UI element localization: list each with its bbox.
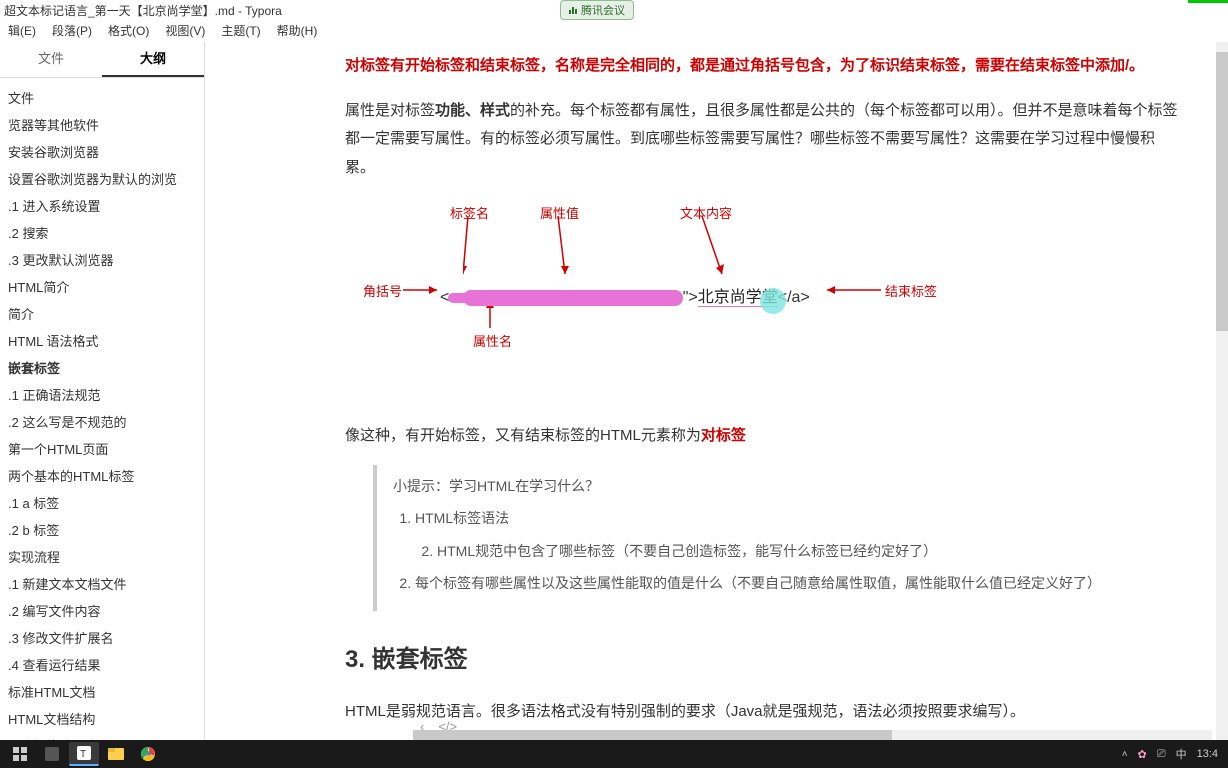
taskbar-typora[interactable]: T [69,742,99,766]
section-heading: 3. 嵌套标签 [345,637,1178,683]
tip-block: 小提示：学习HTML在学习什么？ HTML标签语法 HTML规范中包含了哪些标签… [373,465,1178,611]
outline-item[interactable]: .2 这么写是不规范的 [0,408,204,435]
outline-item[interactable]: .2 b 标签 [0,516,204,543]
menu-help[interactable]: 帮助(H) [269,22,326,40]
tray-ime[interactable]: 中 [1176,746,1187,762]
outline-item[interactable]: .1 新建文本文档文件 [0,570,204,597]
tray-display-icon[interactable]: ⎚ [1157,748,1166,761]
menubar: 辑(E) 段落(P) 格式(O) 视图(V) 主题(T) 帮助(H) [0,20,1228,42]
menu-theme[interactable]: 主题(T) [213,22,268,40]
taskbar-app[interactable] [37,742,67,766]
outline-item[interactable]: 简介 [0,300,204,327]
sidebar: 文件 大纲 文件览器等其他软件安装谷歌浏览器设置谷歌浏览器为默认的浏览.1 进入… [0,42,205,740]
menu-view[interactable]: 视图(V) [157,22,213,40]
outline-item[interactable]: 设置谷歌浏览器为默认的浏览 [0,165,204,192]
taskbar[interactable]: T ˄ ✿ ⎚ 中 13:4 [0,740,1228,768]
start-button[interactable] [5,742,35,766]
tray-overflow-icon[interactable]: ˄ [1122,749,1128,760]
outline-item[interactable]: 安装谷歌浏览器 [0,138,204,165]
outline-item[interactable]: 第一个HTML页面 [0,435,204,462]
paragraph: 像这种，有开始标签，又有结束标签的HTML元素称为对标签 [345,422,1178,451]
editor-content[interactable]: 对标签有开始标签和结束标签，名称是完全相同的，都是通过角括号包含，为了标识结束标… [205,42,1228,740]
scrollbar-v[interactable] [1216,42,1228,740]
outline-item[interactable]: .1 a 标签 [0,489,204,516]
paragraph: 属性是对标签功能、样式的补充。每个标签都有属性，且很多属性都是公共的（每个标签都… [345,97,1178,183]
tab-outline[interactable]: 大纲 [102,42,204,77]
tray-time: 13:4 [1197,748,1218,760]
outline-item[interactable]: HTML文档结构 [0,705,204,732]
outline-item[interactable]: .4 查看运行结果 [0,651,204,678]
taskbar-explorer[interactable] [101,742,131,766]
outline-item[interactable]: HTML 语法格式 [0,327,204,354]
outline-item[interactable]: .2 搜索 [0,219,204,246]
paragraph: HTML是弱规范语言。很多语法格式没有特别强制的要求（Java就是强规范，语法必… [345,698,1178,727]
scrollbar-h[interactable] [413,730,1212,740]
outline-item[interactable]: .3 修改文件扩展名 [0,624,204,651]
outline-item[interactable]: 标准HTML文档 [0,678,204,705]
tab-files[interactable]: 文件 [0,42,102,77]
outline-item[interactable]: 文件 [0,84,204,111]
system-tray[interactable]: ˄ ✿ ⎚ 中 13:4 [1122,746,1224,762]
meeting-label: 腾讯会议 [581,2,625,18]
outline-item[interactable]: 两个基本的HTML标签 [0,462,204,489]
outline-list[interactable]: 文件览器等其他软件安装谷歌浏览器设置谷歌浏览器为默认的浏览.1 进入系统设置.2… [0,78,204,740]
menu-edit[interactable]: 辑(E) [0,22,44,40]
tray-app-icon[interactable]: ✿ [1138,748,1147,761]
outline-item[interactable]: 嵌套标签 [0,354,204,381]
outline-item[interactable]: .3 更改默认浏览器 [0,246,204,273]
outline-item[interactable]: 在文档中编写内容 [0,732,204,740]
menu-format[interactable]: 格式(O) [100,22,157,40]
outline-item[interactable]: .2 编写文件内容 [0,597,204,624]
outline-item[interactable]: 实现流程 [0,543,204,570]
paragraph: 对标签有开始标签和结束标签，名称是完全相同的，都是通过角括号包含，为了标识结束标… [345,52,1178,81]
meeting-badge: 腾讯会议 [560,0,634,20]
outline-item[interactable]: HTML简介 [0,273,204,300]
menu-paragraph[interactable]: 段落(P) [44,22,100,40]
taskbar-chrome[interactable] [133,742,163,766]
outline-item[interactable]: .1 正确语法规范 [0,381,204,408]
outline-item[interactable]: 览器等其他软件 [0,111,204,138]
svg-text:T: T [80,749,86,760]
outline-item[interactable]: .1 进入系统设置 [0,192,204,219]
html-tag-diagram: 标签名 属性值 文本内容 角括号 属性名 结束标签 <a ">北京尚学堂</a> [345,202,1178,382]
